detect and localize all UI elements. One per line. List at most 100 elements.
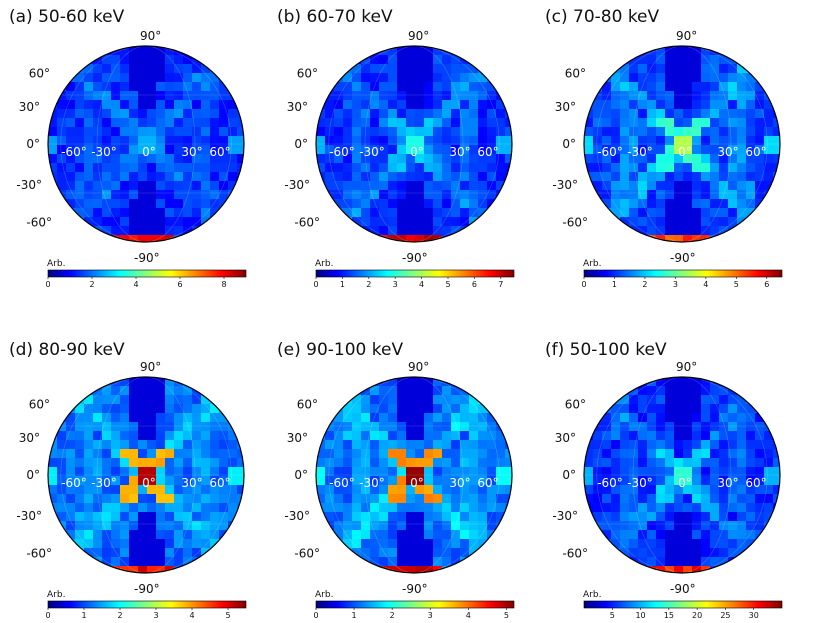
lat-tick-label: 0° xyxy=(294,468,308,482)
colorbar-tick-label: 5 xyxy=(610,611,615,620)
lat-tick-label: -90° xyxy=(134,251,160,265)
lon-tick-label: 60° xyxy=(745,145,766,159)
colorbar-tick-label: 2 xyxy=(366,280,371,289)
lat-tick-label: -90° xyxy=(670,251,696,265)
lon-tick-label: 30° xyxy=(181,145,202,159)
lon-tick-label: 30° xyxy=(449,145,470,159)
colorbar-tick-label: 25 xyxy=(720,611,730,620)
colorbar-tick-label: 5 xyxy=(504,611,509,620)
lon-tick-label: 0° xyxy=(410,476,424,490)
lat-tick-label: -30° xyxy=(16,509,42,523)
panel-4: (d) 80-90 keV90°60°30°0°-30°-60°-90°-60°… xyxy=(9,340,247,620)
lat-tick-label: 30° xyxy=(19,100,40,114)
colorbar-tick-label: 7 xyxy=(498,280,503,289)
lat-tick-label: 60° xyxy=(297,397,318,411)
lat-tick-label: 0° xyxy=(26,468,40,482)
lat-tick-label: 30° xyxy=(555,431,576,445)
lon-tick-label: -30° xyxy=(359,145,385,159)
heatmap-disk xyxy=(584,46,780,242)
colorbar xyxy=(583,269,783,278)
lat-tick-label: -60° xyxy=(294,546,320,560)
lat-tick-label: 0° xyxy=(562,137,576,151)
lon-tick-label: -60° xyxy=(329,145,355,159)
lon-tick-label: 0° xyxy=(142,145,156,159)
colorbar-tick-label: 3 xyxy=(428,611,433,620)
colorbar-tick-label: 0 xyxy=(313,280,318,289)
lon-tick-label: -30° xyxy=(91,145,117,159)
lat-tick-label: 60° xyxy=(297,66,318,80)
colorbar-label: Arb. xyxy=(47,590,65,600)
lon-tick-label: 0° xyxy=(410,145,424,159)
lon-tick-label: 30° xyxy=(717,145,738,159)
lat-tick-label: 90° xyxy=(140,360,161,374)
colorbar-tick-label: 1 xyxy=(81,611,86,620)
lat-tick-label: 90° xyxy=(676,360,697,374)
lon-tick-label: 60° xyxy=(209,476,230,490)
heatmap-disk xyxy=(584,377,780,573)
lat-tick-label: 90° xyxy=(408,360,429,374)
lon-tick-label: 60° xyxy=(209,145,230,159)
lat-tick-label: -90° xyxy=(134,582,160,596)
colorbar-tick-label: 30 xyxy=(749,611,759,620)
lon-tick-label: 30° xyxy=(449,476,470,490)
panel-5: (e) 90-100 keV90°60°30°0°-30°-60°-90°-60… xyxy=(277,340,515,620)
lat-tick-label: 0° xyxy=(562,468,576,482)
lat-tick-label: 30° xyxy=(555,100,576,114)
lat-tick-label: 90° xyxy=(408,29,429,43)
panel-title: (c) 70-80 keV xyxy=(545,7,660,27)
colorbar xyxy=(583,600,783,609)
colorbar-label: Arb. xyxy=(315,590,333,600)
disk-outline xyxy=(315,376,513,574)
lon-tick-label: -30° xyxy=(359,476,385,490)
lon-tick-label: -30° xyxy=(627,145,653,159)
colorbar-tick-label: 5 xyxy=(445,280,450,289)
colorbar-tick-label: 2 xyxy=(390,611,395,620)
lat-tick-label: -60° xyxy=(562,215,588,229)
colorbar-tick-label: 6 xyxy=(764,280,769,289)
colorbar-tick-label: 4 xyxy=(133,280,138,289)
lat-tick-label: -30° xyxy=(552,509,578,523)
colorbar-tick-label: 1 xyxy=(340,280,345,289)
panel-title: (a) 50-60 keV xyxy=(9,7,125,27)
disk-outline xyxy=(315,45,513,243)
colorbar-tick-label: 5 xyxy=(225,611,230,620)
colorbar-tick-label: 6 xyxy=(472,280,477,289)
colorbar-tick-label: 0 xyxy=(45,280,50,289)
colorbar-tick-label: 0 xyxy=(313,611,318,620)
colorbar-tick-label: 3 xyxy=(153,611,158,620)
lat-tick-label: 60° xyxy=(29,397,50,411)
colorbar-tick-label: 1 xyxy=(352,611,357,620)
lon-tick-label: -60° xyxy=(61,476,87,490)
colorbar-label: Arb. xyxy=(583,259,601,269)
lon-tick-label: 30° xyxy=(717,476,738,490)
colorbar-tick-label: 4 xyxy=(189,611,194,620)
lon-tick-label: -30° xyxy=(91,476,117,490)
panel-title: (b) 60-70 keV xyxy=(277,7,393,27)
colorbar-tick-label: 0 xyxy=(581,280,586,289)
colorbar-label: Arb. xyxy=(583,590,601,600)
colorbar-label: Arb. xyxy=(47,259,65,269)
colorbar-tick-label: 2 xyxy=(117,611,122,620)
lon-tick-label: 0° xyxy=(678,145,692,159)
lat-tick-label: -30° xyxy=(284,178,310,192)
lon-tick-label: 60° xyxy=(745,476,766,490)
disk-outline xyxy=(583,376,781,574)
lat-tick-label: 90° xyxy=(140,29,161,43)
disk-outline xyxy=(47,45,245,243)
colorbar-tick-label: 20 xyxy=(692,611,702,620)
lat-tick-label: 0° xyxy=(26,137,40,151)
lat-tick-label: 30° xyxy=(287,100,308,114)
colorbar-tick-label: 2 xyxy=(642,280,647,289)
lat-tick-label: -90° xyxy=(402,251,428,265)
disk-outline xyxy=(583,45,781,243)
panel-6: (f) 50-100 keV 90° 60° 30° 0° -30° -60° -90° -60… xyxy=(545,340,783,620)
colorbar-tick-label: 15 xyxy=(664,611,674,620)
lat-tick-label: -60° xyxy=(26,215,52,229)
disk-outline xyxy=(47,376,245,574)
lat-tick-label: -30° xyxy=(284,509,310,523)
lat-tick-label: 90° xyxy=(676,29,697,43)
lat-tick-label: -90° xyxy=(402,582,428,596)
lon-tick-label: -30° xyxy=(627,476,653,490)
colorbar-tick-label: 0 xyxy=(45,611,50,620)
lon-tick-label: -60° xyxy=(597,145,623,159)
